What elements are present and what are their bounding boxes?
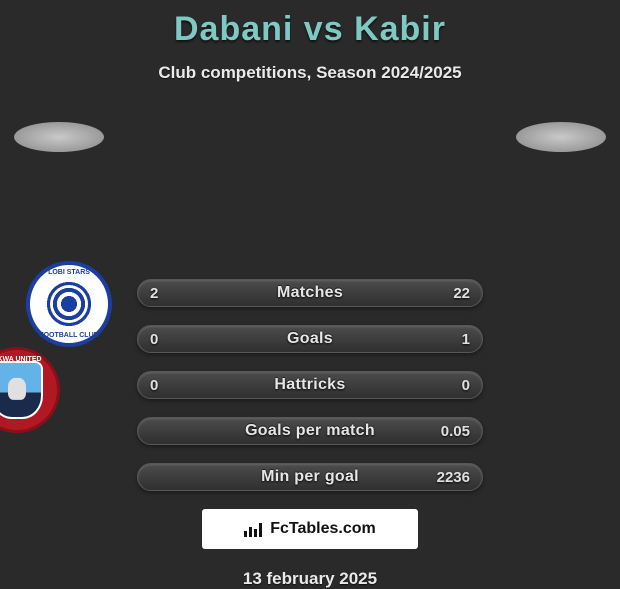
player-avatar-right — [516, 122, 606, 152]
stat-value-right: 2236 — [437, 464, 470, 490]
stat-value-right: 1 — [462, 326, 470, 352]
stat-label: Goals per match — [138, 418, 482, 444]
hand-icon — [8, 378, 26, 400]
stat-label: Matches — [138, 280, 482, 306]
stat-bar: 0Goals1 — [137, 325, 483, 353]
stat-bar: Min per goal2236 — [137, 463, 483, 491]
branding-box[interactable]: FcTables.com — [202, 509, 418, 549]
club-badge-left: LOBI STARS FOOTBALL CLUB — [26, 261, 112, 347]
stat-bar: Goals per match0.05 — [137, 417, 483, 445]
stat-label: Min per goal — [138, 464, 482, 490]
stat-value-right: 0 — [462, 372, 470, 398]
stat-value-right: 22 — [453, 280, 470, 306]
shield-icon — [0, 361, 43, 419]
stat-value-right: 0.05 — [441, 418, 470, 444]
badge-text: LOBI STARS — [30, 269, 108, 276]
soccer-ball-icon — [50, 285, 88, 323]
player-avatar-left — [14, 122, 104, 152]
stat-label: Goals — [138, 326, 482, 352]
badge-text: FOOTBALL CLUB — [30, 332, 108, 339]
page-title: Dabani vs Kabir — [0, 0, 620, 49]
stat-label: Hattricks — [138, 372, 482, 398]
club-badge-right: AKWA UNITED — [0, 347, 60, 433]
bar-chart-icon — [244, 521, 264, 537]
subtitle: Club competitions, Season 2024/2025 — [0, 63, 620, 83]
stat-bar: 2Matches22 — [137, 279, 483, 307]
branding-text: FcTables.com — [270, 520, 376, 538]
date-text: 13 february 2025 — [0, 569, 620, 589]
stat-bar: 0Hattricks0 — [137, 371, 483, 399]
stats-bars: 2Matches220Goals10Hattricks0Goals per ma… — [137, 279, 483, 491]
